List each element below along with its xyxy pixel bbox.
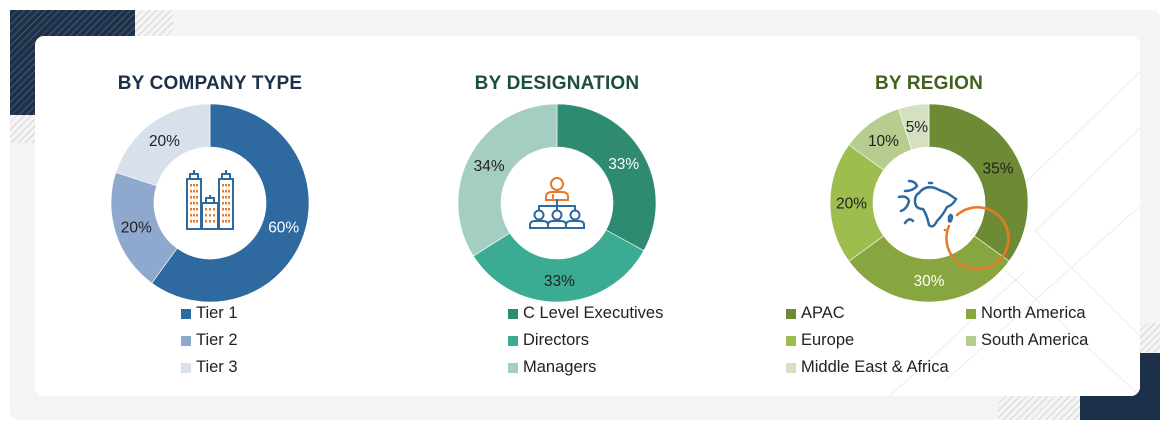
slice-value-label: 33% bbox=[608, 156, 639, 173]
donut-slice bbox=[457, 103, 558, 257]
chart-designation: BY DESIGNATION 33% 33% 34% bbox=[457, 36, 663, 396]
legend-item-north-america: North America bbox=[966, 304, 1086, 323]
chart-card: BY COMPANY TYPE 60% 20% 20% bbox=[35, 36, 1140, 396]
donut-slice bbox=[472, 229, 645, 303]
legend-item-tier-3: Tier 3 bbox=[181, 358, 238, 377]
slice-value-label: 35% bbox=[983, 160, 1014, 177]
decor-hatch-left bbox=[10, 115, 35, 143]
donut-slices: 60% 20% 20% bbox=[110, 103, 310, 303]
legend-swatch bbox=[508, 362, 518, 373]
donut-designation: 33% 33% 34% bbox=[457, 103, 657, 303]
legend-item-c-level-executives: C Level Executives bbox=[508, 304, 663, 323]
legend-swatch bbox=[786, 362, 796, 373]
slice-value-label: 20% bbox=[836, 196, 867, 213]
slice-value-label: 60% bbox=[268, 219, 299, 236]
legend-item-managers: Managers bbox=[508, 358, 596, 377]
legend-swatch bbox=[786, 308, 796, 319]
donut-slice bbox=[898, 103, 930, 151]
donut-company-type: 60% 20% 20% bbox=[110, 103, 310, 303]
legend-item-europe: Europe bbox=[786, 331, 854, 350]
legend-label: APAC bbox=[801, 304, 845, 322]
legend-label: South America bbox=[981, 331, 1089, 349]
legend-label: C Level Executives bbox=[523, 304, 664, 322]
legend-label: North America bbox=[981, 304, 1086, 322]
slice-value-label: 33% bbox=[544, 273, 575, 290]
building-windows bbox=[190, 184, 230, 223]
donut-slice bbox=[115, 103, 211, 187]
slice-value-label: 5% bbox=[906, 119, 929, 136]
chart-region: BY REGION 35% 30% 20% 10% 5% APAC North Amer… bbox=[786, 36, 1088, 396]
legend-label: Tier 3 bbox=[196, 358, 238, 376]
donut-slices: 33% 33% 34% bbox=[457, 103, 657, 303]
slice-value-label: 30% bbox=[913, 273, 944, 290]
legend-label: Middle East & Africa bbox=[801, 358, 949, 376]
legend-item-tier-1: Tier 1 bbox=[181, 304, 238, 323]
chart-title: BY DESIGNATION bbox=[474, 73, 640, 94]
slice-value-label: 20% bbox=[149, 133, 180, 150]
slice-value-label: 20% bbox=[121, 219, 152, 236]
chart-company-type: BY COMPANY TYPE 60% 20% 20% bbox=[110, 36, 310, 396]
legend-swatch bbox=[508, 335, 518, 346]
legend-swatch bbox=[786, 335, 796, 346]
decor-hatch-top bbox=[135, 10, 173, 36]
globe-icon bbox=[897, 179, 1010, 271]
donut-slice bbox=[556, 103, 657, 252]
legend-swatch bbox=[181, 362, 191, 373]
legend-label: Directors bbox=[523, 331, 590, 349]
donut-slice bbox=[848, 235, 1010, 303]
legend-item-south-america: South America bbox=[966, 331, 1088, 350]
legend-swatch bbox=[181, 308, 191, 319]
legend-label: Tier 1 bbox=[196, 304, 238, 322]
legend-item-apac: APAC bbox=[786, 304, 845, 323]
legend-swatch bbox=[508, 308, 518, 319]
legend-label: Tier 2 bbox=[196, 331, 238, 349]
legend-label: Managers bbox=[523, 358, 597, 376]
legend-item-tier-2: Tier 2 bbox=[181, 331, 238, 350]
donut-slices: 35% 30% 20% 10% 5% bbox=[829, 103, 1029, 303]
chart-title: BY COMPANY TYPE bbox=[117, 73, 303, 94]
legend-swatch bbox=[181, 335, 191, 346]
decor-hatch-right bbox=[1140, 323, 1160, 353]
legend-item-middle-east-africa: Middle East & Africa bbox=[786, 358, 949, 377]
org-hierarchy-icon bbox=[529, 177, 585, 229]
legend-label: Europe bbox=[801, 331, 855, 349]
legend-swatch bbox=[966, 308, 976, 319]
donut-region: 35% 30% 20% 10% 5% bbox=[829, 103, 1029, 303]
decor-hatch-bottom bbox=[998, 396, 1080, 420]
legend-item-directors: Directors bbox=[508, 331, 589, 350]
center-icon bbox=[186, 170, 234, 230]
slice-value-label: 34% bbox=[474, 158, 505, 175]
legend-swatch bbox=[966, 335, 976, 346]
donut-slice bbox=[151, 103, 310, 303]
donut-slice bbox=[928, 103, 1029, 262]
slice-value-label: 10% bbox=[868, 133, 899, 150]
chart-title: BY REGION bbox=[874, 73, 984, 94]
